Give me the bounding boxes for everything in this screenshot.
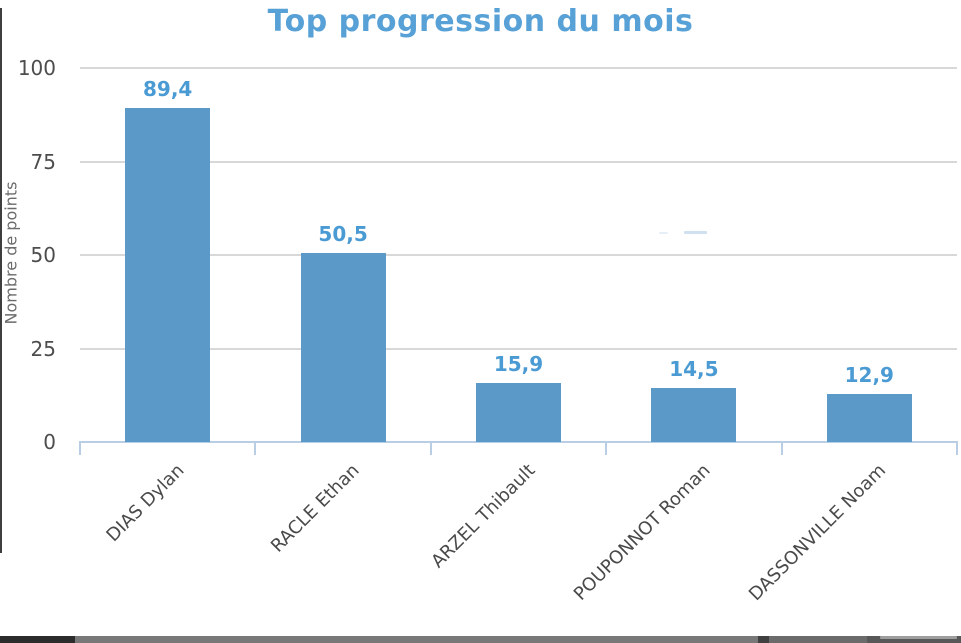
gridline: [80, 67, 957, 69]
screen-edge-artifact: [769, 636, 867, 643]
bar[interactable]: [826, 393, 912, 442]
bar[interactable]: [651, 387, 737, 442]
gridline: [80, 160, 957, 163]
y-tick-label: 25: [30, 336, 56, 361]
bar-value-label: 50,5: [318, 222, 368, 247]
bar-value-label: 15,9: [493, 351, 544, 376]
screen-edge-artifact: [75, 636, 758, 643]
x-axis-tick: [956, 441, 958, 455]
x-axis-tick: [780, 441, 783, 455]
screen-edge-artifact: [758, 636, 769, 643]
x-axis-tick: [79, 441, 81, 455]
screen-edge-artifact: [0, 636, 75, 643]
bar-value-label: 12,9: [844, 362, 894, 387]
bar[interactable]: [476, 382, 561, 442]
x-axis-tick: [429, 441, 432, 455]
smudge-artifact: [684, 231, 707, 234]
screen-edge-artifact: [867, 636, 961, 643]
x-category-label-text: POUPONNOT Roman: [569, 460, 715, 605]
y-tick-label: 0: [43, 430, 56, 454]
bar[interactable]: [125, 107, 211, 442]
x-category-label-text: RACLE Ethan: [267, 460, 364, 557]
x-category-label-text: DIAS Dylan: [102, 460, 189, 546]
y-tick-label: 100: [17, 56, 56, 80]
x-axis-tick: [605, 441, 608, 455]
x-category-label-text: ARZEL Thibault: [427, 460, 540, 573]
bar[interactable]: [300, 253, 386, 442]
smudge-artifact: [659, 232, 668, 234]
gridline: [80, 347, 957, 350]
x-category-label-text: DASSONVILLE Noam: [745, 460, 891, 606]
x-axis-line: [80, 441, 957, 443]
x-axis-tick: [254, 441, 257, 455]
y-tick-label: 75: [30, 149, 56, 174]
bar-value-label: 14,5: [669, 356, 719, 381]
gridline: [80, 254, 957, 256]
chart-title: Top progression du mois: [267, 4, 694, 39]
bar-value-label: 89,4: [143, 76, 193, 101]
window-edge-artifact: [0, 8, 2, 553]
y-tick-label: 50: [30, 243, 56, 267]
screen-edge-artifact: [880, 636, 957, 639]
